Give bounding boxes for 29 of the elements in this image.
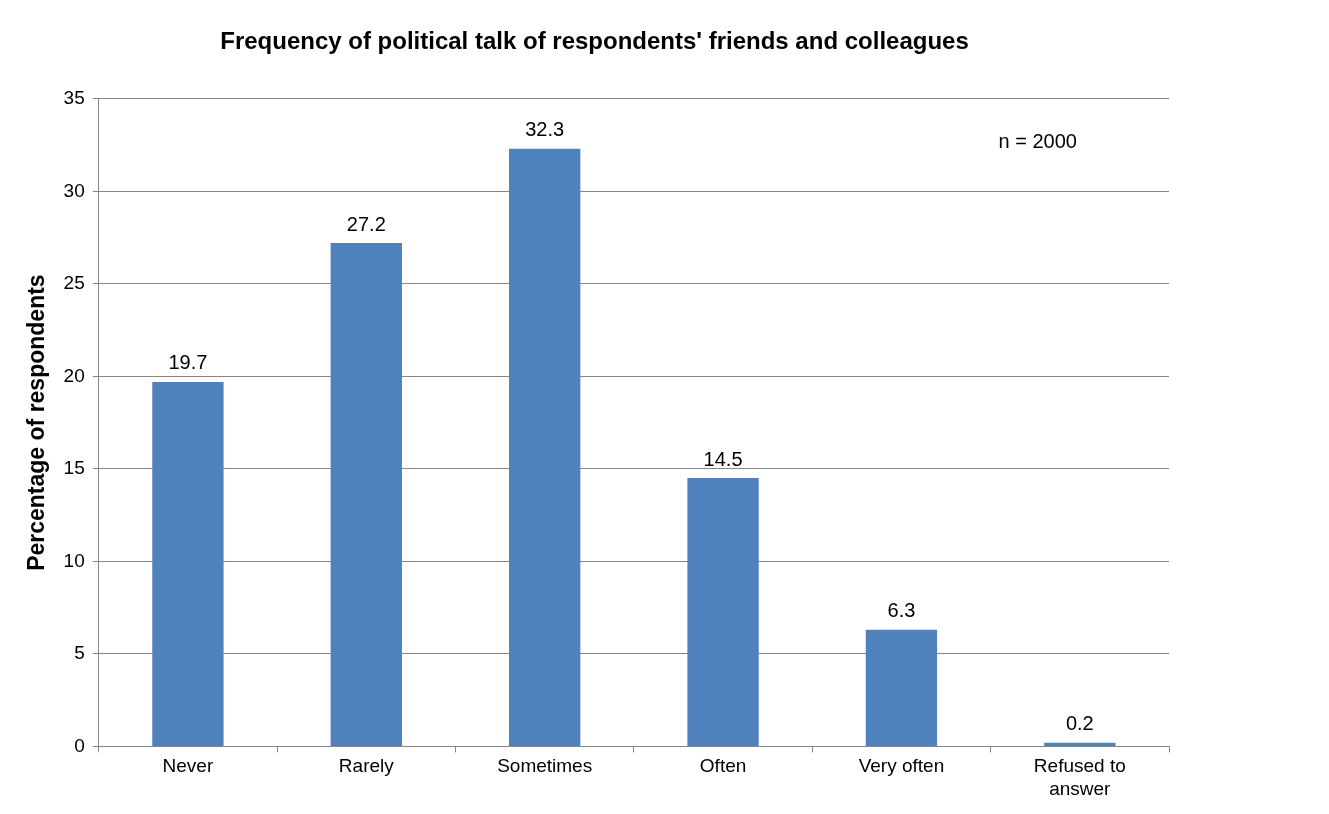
annotation: n = 2000 (998, 130, 1077, 153)
data-label: 6.3 (887, 599, 916, 622)
y-tick-label: 35 (63, 87, 85, 109)
bar (330, 243, 402, 746)
data-label: 32.3 (525, 118, 565, 141)
bar (865, 629, 938, 746)
data-label: 19.7 (168, 351, 208, 374)
x-tick-label: Often (699, 755, 747, 777)
y-tick-label: 20 (63, 364, 85, 386)
data-label: 14.5 (703, 447, 743, 470)
x-tick-label: Very often (858, 755, 945, 777)
x-tick-label: Never (162, 755, 214, 777)
y-tick-label: 25 (63, 272, 85, 294)
y-tick-label: 15 (63, 457, 85, 479)
data-label: 0.2 (1065, 712, 1094, 735)
y-tick-label: 0 (74, 734, 85, 756)
bar (687, 478, 759, 746)
x-tick-label: Refused to answer (1033, 755, 1126, 799)
x-tick-label: Rarely (338, 755, 395, 777)
data-label: 27.2 (346, 212, 386, 235)
y-tick-label: 30 (63, 179, 85, 201)
bar (152, 381, 224, 746)
y-axis-title: Percentage of respondents (23, 274, 50, 571)
x-tick-label: Sometimes (497, 755, 593, 777)
y-tick-label: 5 (74, 642, 85, 664)
chart-title: Frequency of political talk of respondents' friends and colleagues (220, 27, 969, 55)
y-tick-label: 10 (63, 549, 85, 571)
bar (1044, 742, 1116, 746)
bar (509, 148, 581, 746)
